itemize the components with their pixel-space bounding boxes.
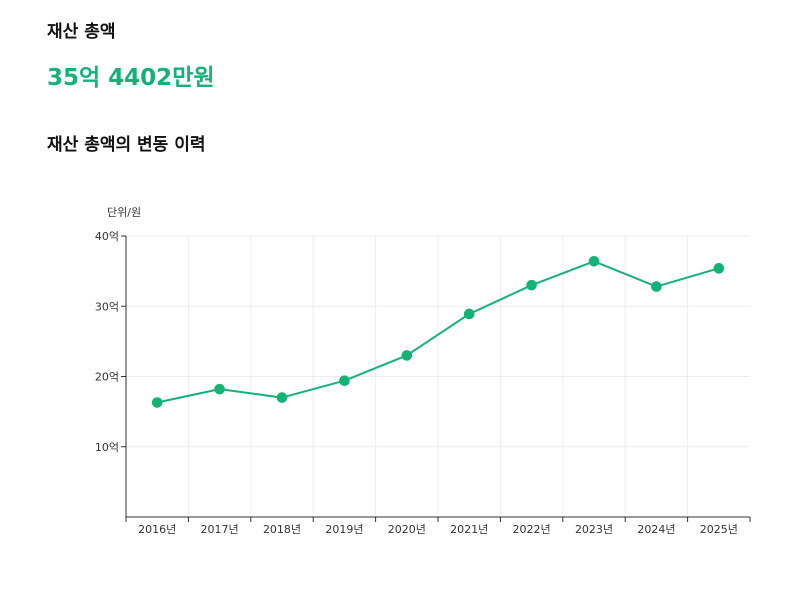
data-point-2024년 <box>651 281 662 292</box>
data-point-2017년 <box>214 383 225 395</box>
data-point-2021년 <box>463 308 475 320</box>
y-tick-label: 30억 <box>95 300 119 313</box>
y-tick-label: 10억 <box>95 441 119 454</box>
data-point-2025년 <box>713 263 725 274</box>
x-tick-label: 2018년 <box>263 523 301 536</box>
total-amount: 35억 4402만원 <box>47 65 215 91</box>
x-tick-label: 2024년 <box>637 523 675 536</box>
y-tick-label: 20억 <box>95 371 119 384</box>
data-point-2020년 <box>401 350 413 361</box>
asset-total-series-line <box>156 260 720 404</box>
x-tick-label: 2020년 <box>388 523 426 536</box>
x-tick-label: 2022년 <box>513 523 551 536</box>
data-point-2019년 <box>339 375 350 387</box>
x-tick-label: 2025년 <box>700 523 738 536</box>
x-tick-label: 2021년 <box>450 523 488 536</box>
section-title: 재산 총액 <box>47 22 116 42</box>
x-tick-label: 2016년 <box>138 523 176 536</box>
data-point-2023년 <box>588 255 600 267</box>
y-tick-label: 40억 <box>95 230 119 243</box>
data-point-2016년 <box>151 397 163 408</box>
series-layer <box>156 260 720 404</box>
y-unit-label: 단위/원 <box>107 206 141 219</box>
point-layer <box>151 255 725 408</box>
axis-layer: 10억 20억 30억 40억 2016년 2017년 2018년 2019년 2020년 202… <box>95 206 751 536</box>
history-title: 재산 총액의 변동 이력 <box>47 135 206 155</box>
x-tick-label: 2019년 <box>325 523 363 536</box>
x-tick-label: 2017년 <box>201 523 239 536</box>
data-point-2018년 <box>276 392 288 403</box>
grid-layer <box>126 235 750 517</box>
data-point-2022년 <box>526 279 537 291</box>
x-tick-label: 2023년 <box>575 523 613 536</box>
